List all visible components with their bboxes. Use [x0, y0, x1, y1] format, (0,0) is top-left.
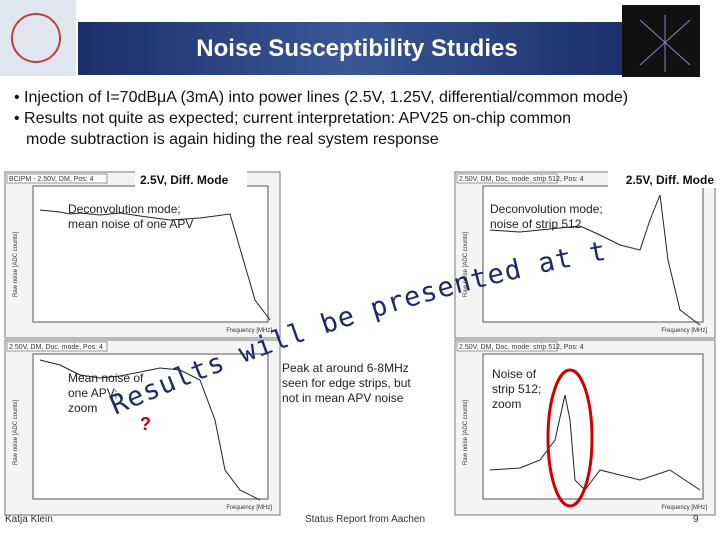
peak-note-line: seen for edge strips, but — [282, 376, 411, 390]
panel-label-bg — [135, 171, 247, 188]
y-axis-title: Raw noise [ADC counts] — [463, 232, 469, 297]
title-bar — [78, 22, 622, 75]
x-axis-title: Frequency [MHz] — [226, 505, 272, 511]
y-axis-title: Raw noise [ADC counts] — [463, 400, 469, 465]
panel-label-bg — [608, 171, 716, 188]
question-mark: ? — [140, 414, 151, 434]
panel-label: 2.5V, Diff. Mode — [626, 173, 715, 187]
event-tracks — [639, 15, 691, 72]
x-axis-title: Frequency [MHz] — [661, 505, 707, 511]
plot-curve — [39, 209, 271, 321]
peak-note-line: not in mean APV noise — [282, 391, 404, 405]
panel-note: mean noise of one APV — [68, 217, 193, 231]
panel-note: strip 512; — [492, 382, 541, 396]
panel-note: one APV; — [68, 386, 118, 400]
plot-curve — [489, 194, 701, 326]
panel-note: Noise of — [492, 367, 537, 381]
panel-note: zoom — [492, 397, 521, 411]
x-axis-title: Frequency [MHz] — [226, 328, 272, 334]
plot-area — [32, 185, 269, 323]
y-axis-title: Raw noise [ADC counts] — [13, 400, 19, 465]
bullet-line: mode subtraction is again hiding the rea… — [26, 131, 439, 148]
panel-note: Deconvolution mode; — [68, 202, 181, 216]
plot-curve — [39, 359, 261, 501]
panel-note: noise of strip 512 — [490, 217, 582, 231]
panel-note: Deconvolution mode; — [490, 202, 603, 216]
plot-title: 2.50V, DM, Doc. mode: strip 512, Pos: 4 — [459, 344, 584, 351]
plot-title-box — [456, 341, 558, 352]
panel-note: Mean noise of — [68, 371, 144, 385]
footer-event: Status Report from Aachen — [305, 514, 425, 525]
panels: BCIPM - 2.50V, DM, Pos: 4 Raw noise [ADC … — [4, 171, 716, 516]
plot-title: BCIPM - 2.50V, DM, Pos: 4 — [9, 176, 94, 183]
slide-title: Noise Susceptibility Studies — [196, 35, 517, 62]
plot-title-box — [6, 173, 108, 184]
y-axis-title: Raw noise [ADC counts] — [13, 232, 19, 297]
highlight-ellipse — [546, 368, 594, 508]
panel-note: zoom — [68, 401, 97, 415]
plot-area — [482, 185, 704, 323]
peak-note-line: Peak at around 6-8MHz — [282, 361, 409, 375]
plot-title: 2.50V, DM, Doc. mode, Pos: 4 — [9, 344, 103, 351]
footer-author: Katja Klein — [5, 514, 53, 525]
logo-ring — [11, 13, 61, 63]
bullet-line: • Injection of I=70dBμA (3mA) into power… — [14, 89, 628, 106]
plot-title-box — [456, 173, 558, 184]
plot-title-box — [6, 341, 108, 352]
footer-page: 9 — [693, 514, 699, 525]
x-axis-title: Frequency [MHz] — [661, 328, 707, 334]
plot-curve — [489, 394, 701, 491]
bullet-line: • Results not quite as expected; current… — [14, 110, 571, 127]
panel-label: 2.5V, Diff. Mode — [140, 173, 229, 187]
event-image — [622, 5, 700, 77]
bullets: • Injection of I=70dBμA (3mA) into power… — [14, 89, 628, 148]
plot-title: 2.50V, DM, Doc. mode, strip 512, Pos: 4 — [459, 176, 584, 183]
